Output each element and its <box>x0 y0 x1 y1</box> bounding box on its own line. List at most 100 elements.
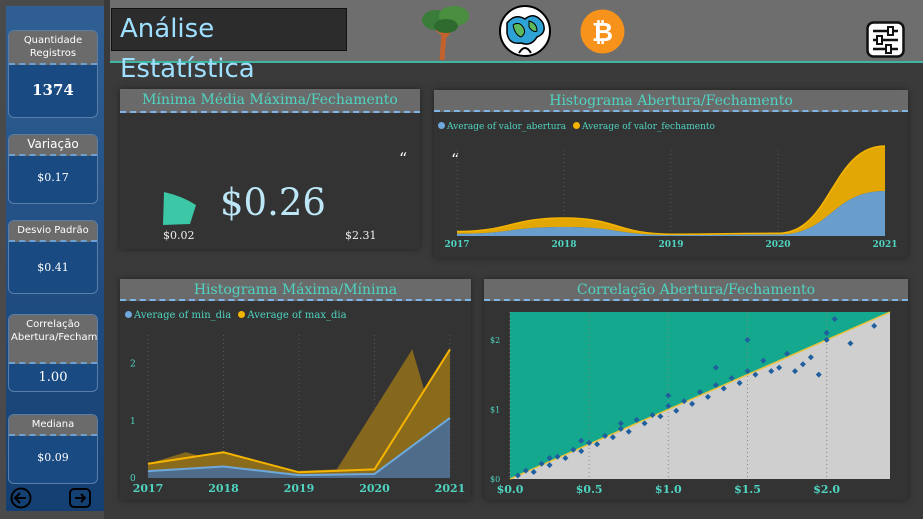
scatter-point <box>641 420 648 427</box>
correlation-panel: Correlação Abertura/Fechamento $0.0 $0.5 $… <box>484 279 908 500</box>
legend-swatch <box>438 122 445 129</box>
scatter-point <box>657 413 664 420</box>
bitcoin-icon: ₿ <box>580 9 625 54</box>
scatter-point <box>546 462 553 469</box>
scatter-point <box>625 428 632 435</box>
panel-title: Correlação Abertura/Fechamento <box>484 279 908 301</box>
panel-title: Mínima Média Máxima/Fechamento <box>120 89 420 113</box>
x-tick-label: 2017 <box>133 482 164 495</box>
y-tick-label: 2 <box>130 360 136 370</box>
y-tick-label: $1 <box>490 405 500 414</box>
scatter-point <box>760 357 767 364</box>
scatter-point <box>871 322 878 329</box>
legend-swatch <box>573 122 581 129</box>
kpi-value: 1.00 <box>38 370 68 385</box>
x-tick-label: 2020 <box>765 240 790 250</box>
histogram-open-close-panel: Histograma Abertura/Fechamento Average o… <box>434 90 908 258</box>
scatter-point <box>578 437 585 444</box>
legend-label: Average of max_dia <box>247 310 347 321</box>
scatter-point <box>570 446 577 453</box>
x-tick-label: 2017 <box>444 240 469 250</box>
x-tick-label: 2021 <box>435 482 466 495</box>
scatter-point <box>704 393 711 400</box>
kpi-label: Desvio Padrão <box>9 221 97 242</box>
scatter-point <box>823 336 830 343</box>
scatter-point <box>815 371 822 378</box>
back-arrow-icon[interactable] <box>9 487 33 509</box>
series-line-fechamento <box>456 145 886 235</box>
series-line-min-dia <box>147 417 451 477</box>
scatter-point <box>847 340 854 347</box>
scatter-point <box>586 439 593 446</box>
scatter-point <box>720 385 727 392</box>
scatter-point <box>744 368 751 375</box>
filter-settings-icon[interactable] <box>866 21 905 58</box>
brain-globe-icon <box>499 5 551 57</box>
histogram-max-min-panel: Histograma Máxima/Mínima Average of min_… <box>120 279 471 500</box>
scatter-chart-correlation: $0.0 $0.5 $1.0 $1.5 $2.0 $0 $1 $2 <box>490 311 891 496</box>
kpi-label: Correlação Abertura/Fechamento <box>9 315 97 364</box>
scatter-point <box>665 392 672 399</box>
legend-swatch <box>238 311 246 318</box>
gauge-panel: Mínima Média Máxima/Fechamento “ $0.26 $… <box>120 89 420 249</box>
area-chart-max-min: 0 1 2 2017 2018 2019 2020 2021 <box>130 335 466 495</box>
kpi-value: $0.09 <box>37 451 69 464</box>
x-tick-label: $1.0 <box>655 483 682 496</box>
x-tick-label: $2.0 <box>813 483 840 496</box>
y-tick-label: $2 <box>490 336 500 345</box>
scatter-point <box>728 375 735 382</box>
scatter-point <box>768 368 775 375</box>
svg-text:“: “ <box>399 151 407 165</box>
series-area-abertura <box>457 191 885 236</box>
area-chart-open-close: 2017 2018 2019 2020 2021 <box>444 145 898 250</box>
scatter-point <box>799 361 806 368</box>
scatter-point <box>522 467 529 474</box>
scatter-point <box>665 402 672 409</box>
forward-arrow-icon[interactable] <box>68 487 92 509</box>
series-area-min-dia <box>148 417 450 478</box>
kpi-card-variacao: Variação $0.17 <box>8 134 98 204</box>
scatter-point <box>546 455 553 462</box>
legend-swatch <box>125 311 132 318</box>
quote-icon[interactable]: “ <box>398 151 416 165</box>
legend-label: Average of valor_abertura <box>447 122 567 132</box>
scatter-point <box>617 420 624 427</box>
x-tick-label: $1.5 <box>734 483 761 496</box>
gauge-value: $0.26 <box>220 181 326 224</box>
scatter-point <box>681 398 688 405</box>
kpi-card-quantidade: Quantidade Registros 1374 <box>8 30 98 118</box>
scatter-point <box>514 472 521 479</box>
y-tick-label: $0 <box>490 475 500 484</box>
x-tick-label: 2021 <box>872 240 897 250</box>
kpi-card-desvio: Desvio Padrão $0.41 <box>8 220 98 294</box>
x-tick-label: $0.5 <box>576 483 603 496</box>
series-line-max-dia <box>147 348 451 474</box>
x-tick-label: 2018 <box>551 240 576 250</box>
scatter-point <box>784 350 791 357</box>
kpi-value: 1374 <box>32 81 74 99</box>
scatter-point <box>633 416 640 423</box>
quote-icon[interactable]: “ <box>450 152 468 166</box>
series-area-max-dia <box>148 349 450 478</box>
x-tick-label: 2019 <box>658 240 683 250</box>
svg-text:“: “ <box>451 152 459 166</box>
kpi-value: $0.17 <box>37 171 69 184</box>
kpi-label: Mediana <box>9 415 97 436</box>
y-tick-label: 1 <box>130 417 136 427</box>
gauge-min: $0.02 <box>163 229 195 242</box>
panel-title: Histograma Abertura/Fechamento <box>434 90 908 112</box>
scatter-point <box>792 368 798 375</box>
legend-label: Average of min_dia <box>134 310 232 321</box>
svg-text:₿: ₿ <box>592 18 613 48</box>
kpi-card-correlacao: Correlação Abertura/Fechamento 1.00 <box>8 314 98 392</box>
scatter-point <box>617 425 624 432</box>
chart-legend: Average of min_dia Average of max_dia <box>125 310 347 321</box>
scatter-point <box>712 382 719 389</box>
x-tick-label: $0.0 <box>497 483 524 496</box>
scatter-point <box>538 460 545 467</box>
scatter-point <box>689 400 696 407</box>
page-title: Análise Estatística <box>111 8 347 84</box>
chart-legend: Average of valor_abertura Average of val… <box>438 122 715 132</box>
kpi-card-mediana: Mediana $0.09 <box>8 414 98 484</box>
y-tick-label: 0 <box>130 474 136 484</box>
